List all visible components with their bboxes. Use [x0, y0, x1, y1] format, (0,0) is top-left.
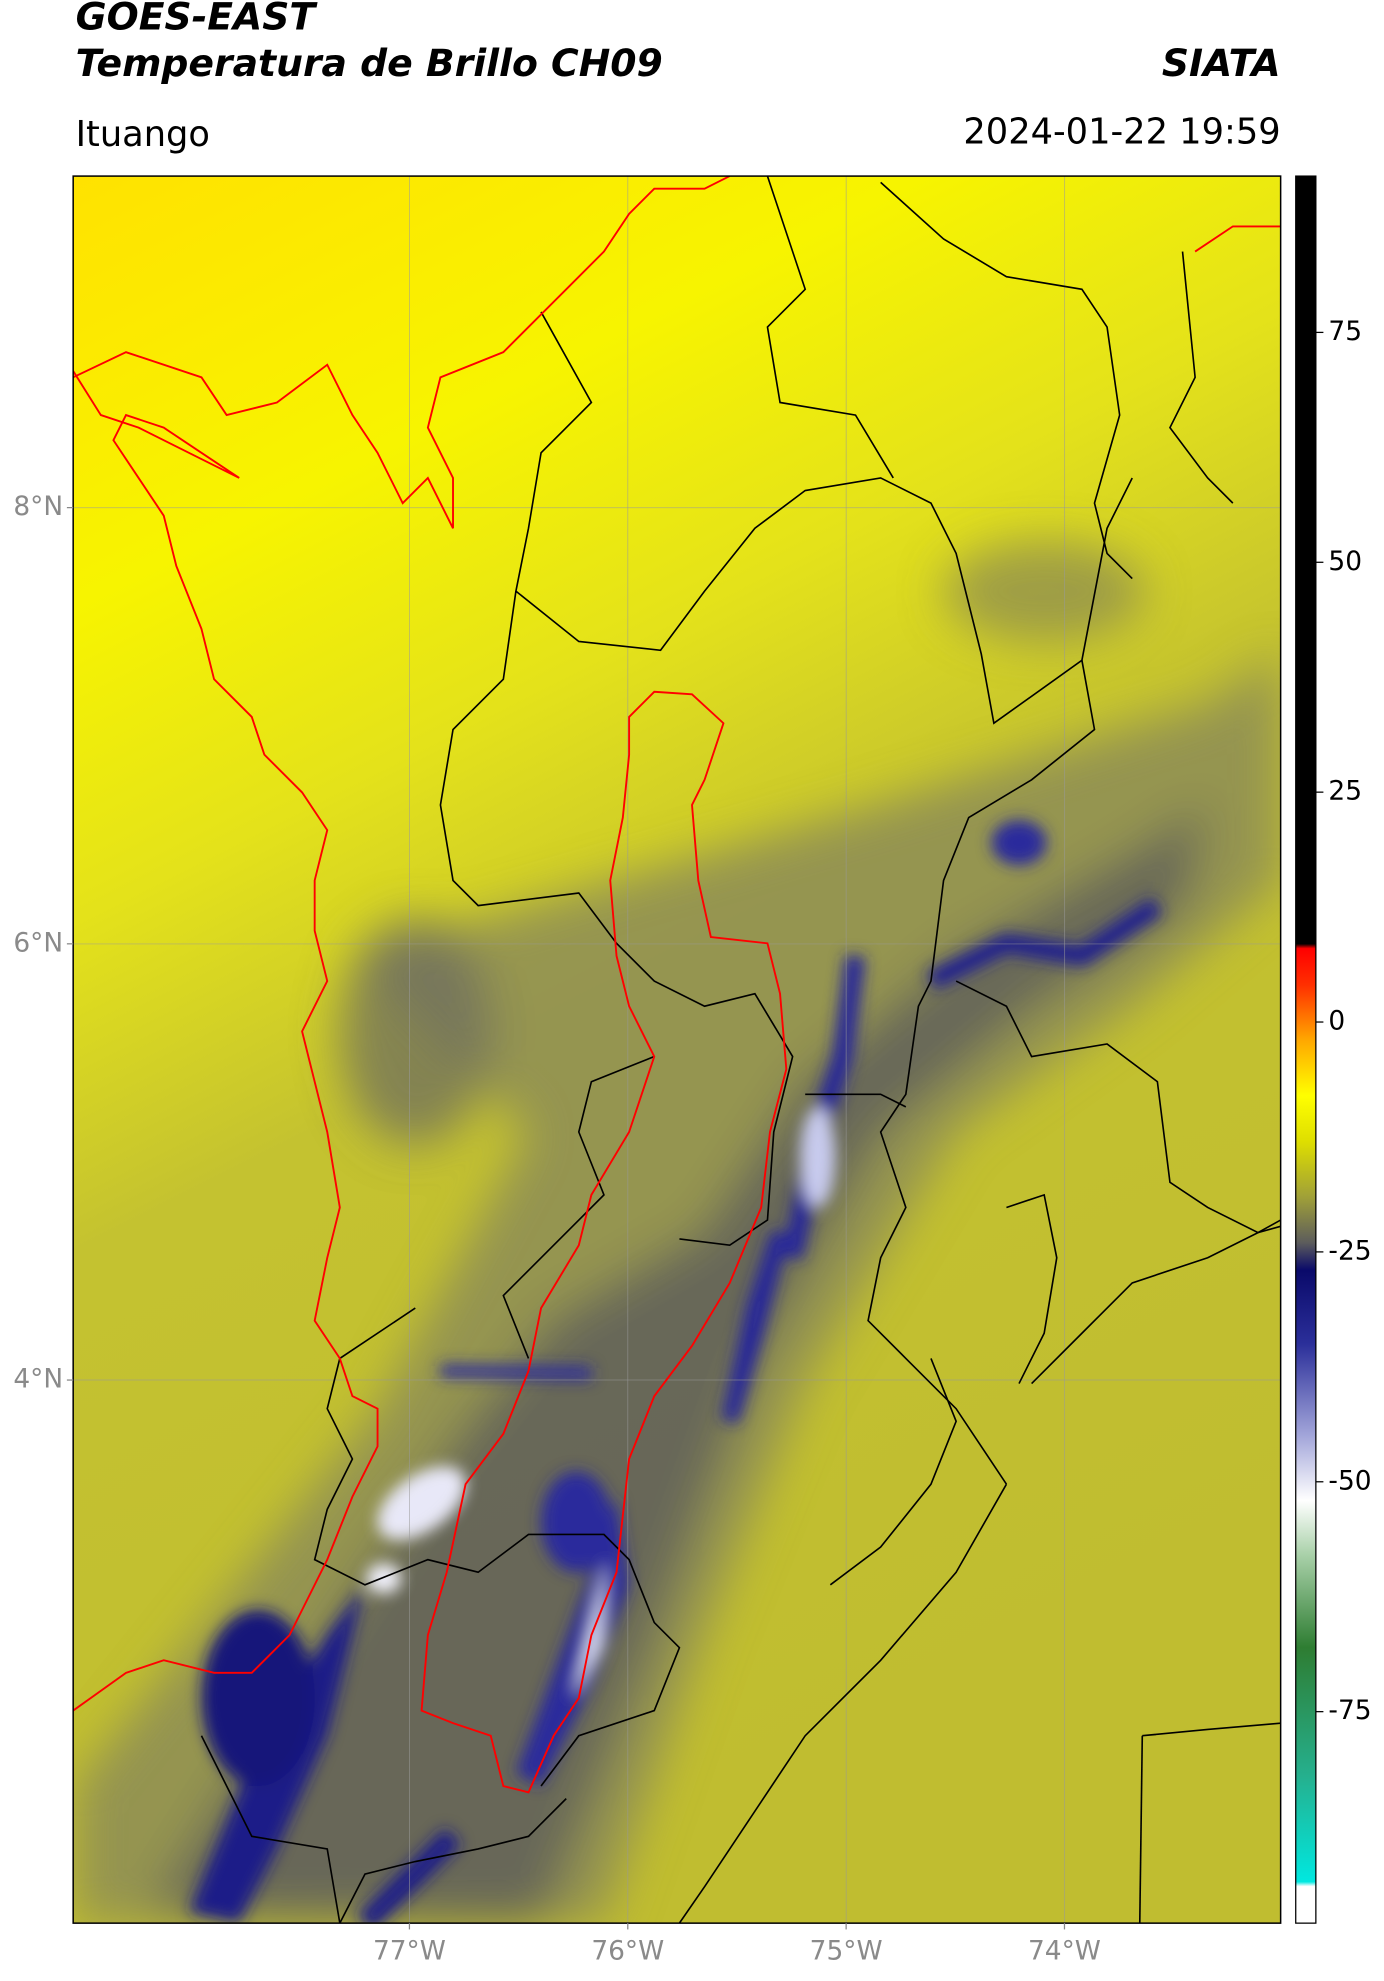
colorbar-tick-label: -50 [1328, 1465, 1371, 1496]
colorbar-tick-label: 75 [1328, 316, 1362, 347]
admin-boundaries [200, 176, 1281, 1924]
colorbar-tick-label: 50 [1328, 546, 1362, 577]
colorbar-tick-label: -75 [1328, 1695, 1371, 1726]
y-tick-label: 8°N [13, 491, 63, 522]
colorbar-ticks: 75 50 25 0 -25 -50 -75 [1315, 316, 1372, 1726]
x-tick-label: 76°W [591, 1936, 664, 1967]
geo-labels: 77°W 76°W 75°W 74°W 8°N 6°N 4°N [13, 491, 1101, 1966]
timestamp: 2024-01-22 19:59 [963, 111, 1280, 152]
title: GOES-EAST [76, 0, 319, 38]
colorbar-tick-label: 0 [1328, 1006, 1345, 1037]
y-tick-label: 6°N [13, 927, 63, 958]
graticule [73, 176, 1281, 1924]
subtitle: Temperatura de Brillo CH09 [76, 41, 663, 85]
source: SIATA [1162, 41, 1281, 85]
x-tick-label: 74°W [1028, 1936, 1101, 1967]
deep-convection [188, 820, 1163, 1924]
coastline-and-basin [73, 176, 1281, 1794]
map-field [73, 176, 1281, 1924]
region: Ituango [76, 114, 210, 155]
colorbar [1295, 175, 1317, 1924]
y-tick-label: 4°N [13, 1364, 63, 1395]
colorbar-tick-label: 25 [1328, 776, 1362, 807]
x-tick-label: 77°W [373, 1936, 446, 1967]
map-frame [72, 175, 1282, 1924]
x-tick-label: 75°W [810, 1936, 883, 1967]
colorbar-tick-label: -25 [1328, 1235, 1371, 1266]
